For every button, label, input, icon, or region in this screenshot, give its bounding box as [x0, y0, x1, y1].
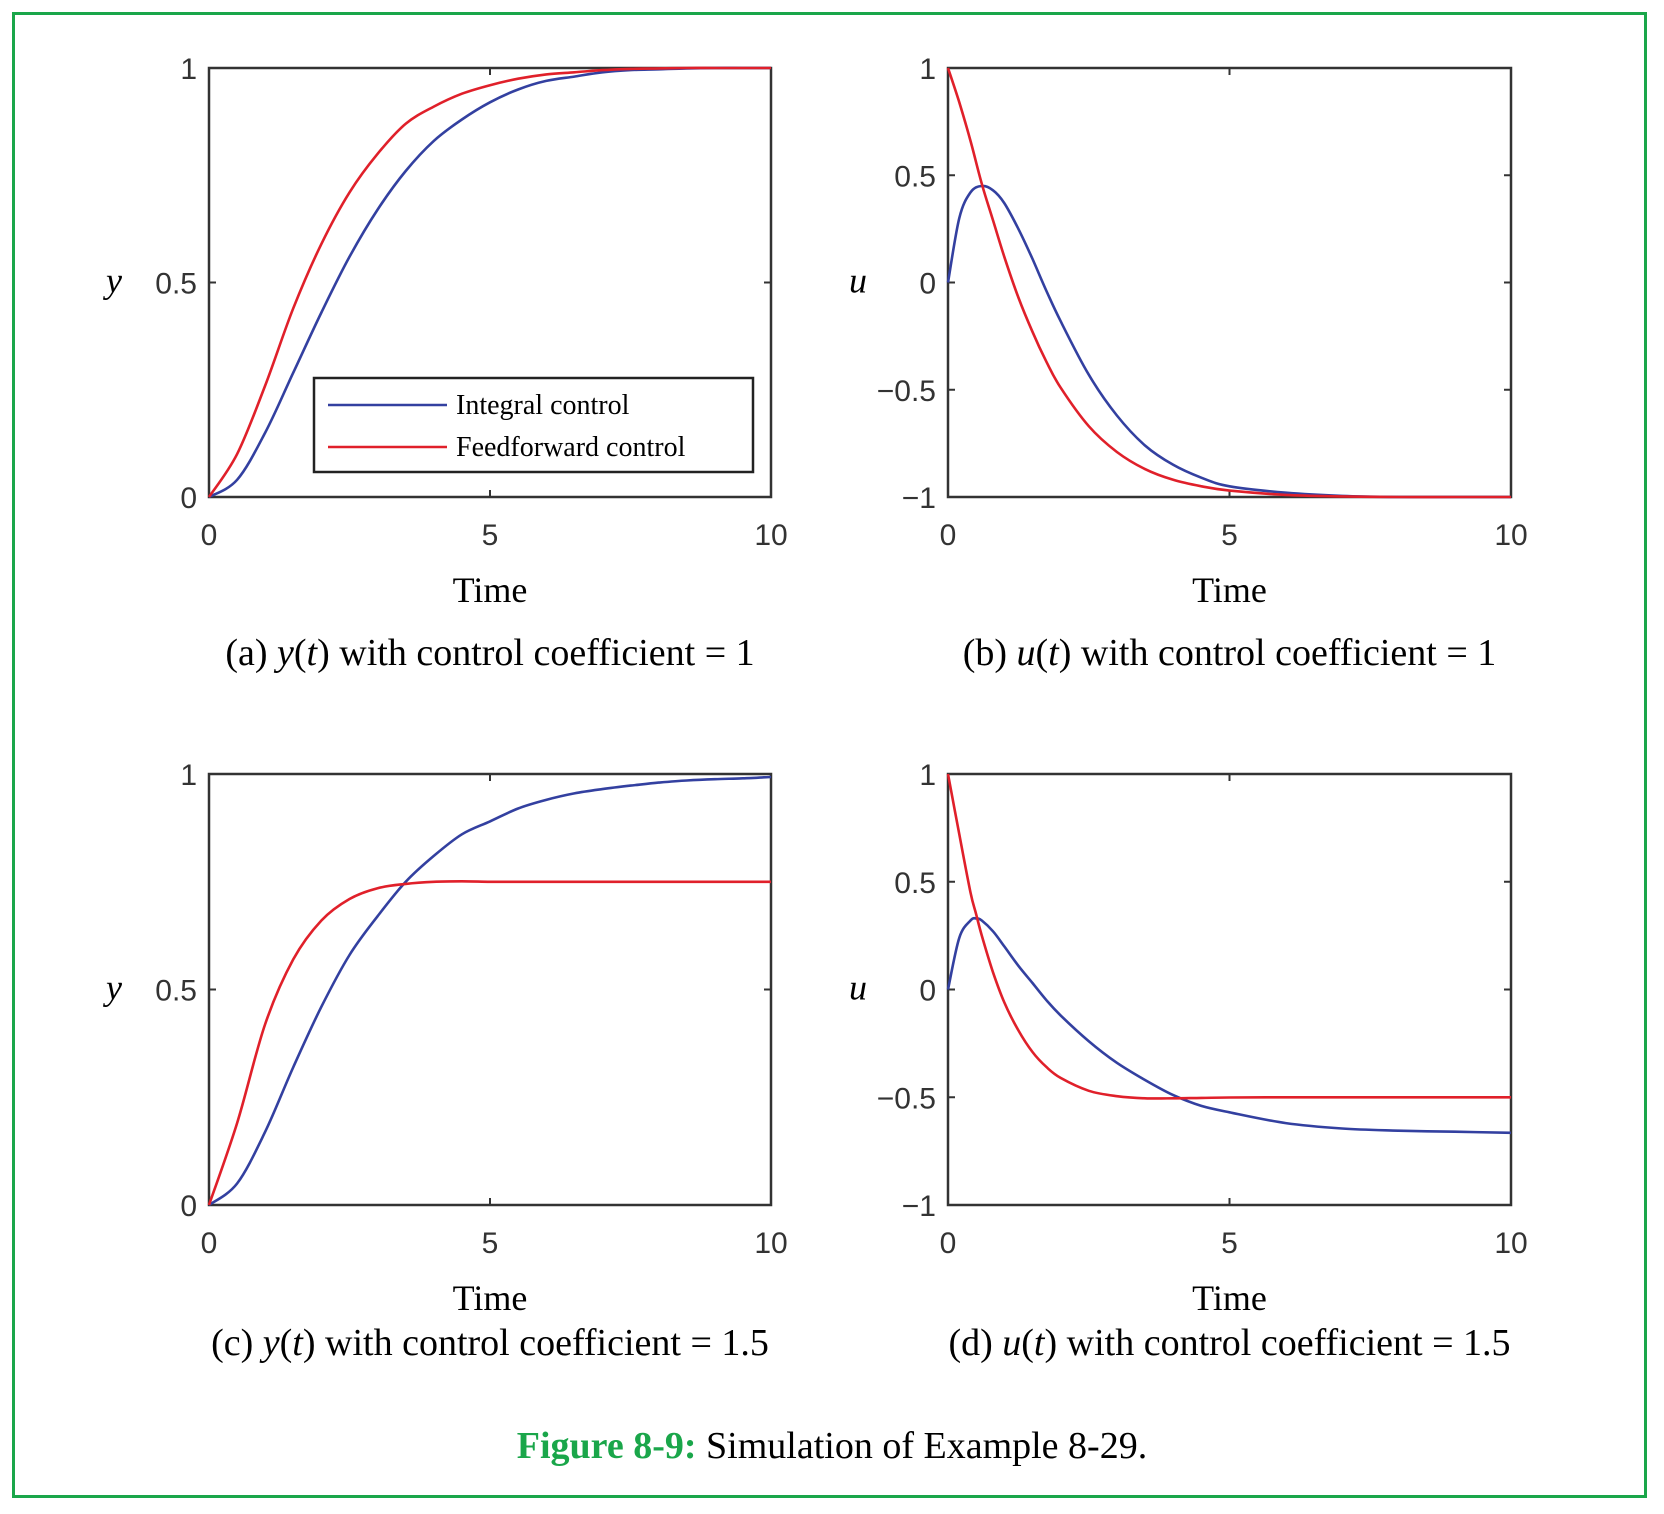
x-tick-label: 0 [201, 519, 218, 552]
caption-rest: ) with control coefficient = 1 [1059, 632, 1497, 674]
x-tick-label: 5 [1221, 1227, 1238, 1260]
x-tick-label: 10 [1494, 519, 1527, 552]
series-line-feedforward-control [207, 879, 771, 1206]
y-tick-label: −0.5 [877, 375, 936, 408]
y-axis-label: u [849, 968, 867, 1008]
y-tick-label: 1 [919, 759, 936, 792]
figure-number: Figure 8-9: [516, 1425, 697, 1467]
y-tick-label: 0 [919, 268, 936, 301]
y-axis-label: u [849, 261, 867, 301]
legend: Integral control Feedforward control [312, 376, 755, 474]
x-axis-label: Time [453, 570, 528, 610]
caption-arg: t [307, 632, 319, 674]
y-tick-label: 0 [180, 482, 197, 515]
y-tick-label: 0.5 [155, 975, 197, 1008]
figure-frame [12, 12, 1647, 1498]
figure-caption: Figure 8-9: Simulation of Example 8-29. [0, 1424, 1664, 1468]
caption-paren-open: ( [280, 1322, 293, 1364]
y-tick-label: −1 [902, 482, 936, 515]
plot-area [946, 772, 1513, 1207]
caption-tag: (a) [225, 632, 277, 674]
plot-area [207, 772, 773, 1207]
y-tick-label: 1 [919, 53, 936, 86]
y-tick-label: −0.5 [877, 1082, 936, 1115]
caption-arg: t [1048, 632, 1060, 674]
panel-caption: (b) u(t) with control coefficient = 1 [963, 632, 1497, 674]
series-line-feedforward-control [946, 67, 1512, 499]
caption-tag: (c) [211, 1322, 263, 1364]
x-tick-label: 10 [754, 519, 787, 552]
caption-rest: ) with control coefficient = 1.5 [1044, 1322, 1510, 1364]
x-tick-label: 0 [940, 519, 957, 552]
figure-caption-text: Simulation of Example 8-29. [706, 1425, 1148, 1467]
caption-arg: t [1034, 1322, 1046, 1364]
series-line-integral-control [208, 775, 772, 1207]
x-tick-label: 0 [201, 1227, 218, 1260]
x-tick-label: 0 [940, 1227, 957, 1260]
panel-caption: (a) y(t) with control coefficient = 1 [225, 632, 754, 674]
x-axis-label: Time [1192, 1278, 1267, 1318]
y-tick-label: 1 [180, 53, 197, 86]
caption-rest: ) with control coefficient = 1 [317, 632, 755, 674]
caption-arg: t [292, 1322, 304, 1364]
legend-label: Integral control [456, 390, 630, 421]
series-line-feedforward-control [946, 773, 1511, 1100]
x-tick-label: 10 [1494, 1227, 1527, 1260]
y-tick-label: 0.5 [894, 867, 936, 900]
caption-paren-open: ( [1021, 1322, 1034, 1364]
panel-caption: (d) u(t) with control coefficient = 1.5 [948, 1322, 1510, 1364]
legend-label: Feedforward control [456, 432, 686, 463]
caption-var: y [273, 632, 294, 674]
x-tick-label: 5 [482, 1227, 499, 1260]
caption-tag: (b) [963, 632, 1017, 674]
x-tick-label: 5 [1221, 519, 1238, 552]
caption-var: u [1017, 632, 1036, 674]
legend-box [312, 376, 755, 474]
y-tick-label: 0.5 [155, 268, 197, 301]
y-tick-label: −1 [902, 1190, 936, 1223]
y-tick-label: 0 [919, 975, 936, 1008]
series-line-feedforward-control [207, 66, 771, 498]
x-axis-label: Time [453, 1278, 528, 1318]
caption-tag: (d) [948, 1322, 1002, 1364]
caption-paren-open: ( [1036, 632, 1049, 674]
caption-var: y [259, 1322, 280, 1364]
caption-paren-open: ( [294, 632, 307, 674]
x-tick-label: 5 [482, 519, 499, 552]
panel-caption: (c) y(t) with control coefficient = 1.5 [211, 1322, 769, 1364]
y-axis-label: y [103, 261, 122, 301]
x-tick-label: 10 [754, 1227, 787, 1260]
y-tick-label: 1 [180, 759, 197, 792]
plot-area [946, 66, 1513, 499]
y-axis-label: y [103, 968, 122, 1008]
x-axis-label: Time [1192, 570, 1267, 610]
y-tick-label: 0.5 [894, 160, 936, 193]
caption-rest: ) with control coefficient = 1.5 [303, 1322, 769, 1364]
caption-var: u [1002, 1322, 1021, 1364]
y-tick-label: 0 [180, 1190, 197, 1223]
